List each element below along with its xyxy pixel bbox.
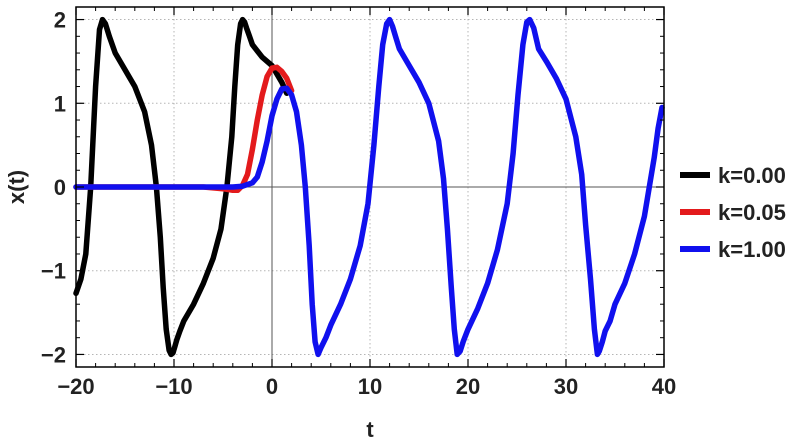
- legend-label-1: k=0.05: [718, 200, 786, 225]
- legend-label-2: k=1.00: [718, 237, 786, 262]
- x-tick-label: 40: [652, 374, 676, 399]
- x-tick-label: −20: [57, 374, 94, 399]
- y-tick-label: 2: [54, 8, 66, 33]
- x-tick-label: 10: [358, 374, 382, 399]
- y-tick-label: −2: [41, 342, 66, 367]
- x-tick-label: 0: [266, 374, 278, 399]
- series-line-2: [73, 16, 665, 358]
- x-tick-label: 20: [456, 374, 480, 399]
- y-tick-label: −1: [41, 259, 66, 284]
- series-line-0: [73, 16, 290, 358]
- y-tick-label: 0: [54, 175, 66, 200]
- legend-label-0: k=0.00: [718, 163, 786, 188]
- x-axis-label: t: [366, 417, 374, 442]
- x-tick-label: 30: [554, 374, 578, 399]
- y-tick-label: 1: [54, 91, 66, 116]
- y-axis-label: x(t): [4, 170, 29, 204]
- series-layer: [73, 16, 665, 358]
- legend: k=0.00 k=0.05 k=1.00: [680, 163, 786, 262]
- x-tick-label: −10: [155, 374, 192, 399]
